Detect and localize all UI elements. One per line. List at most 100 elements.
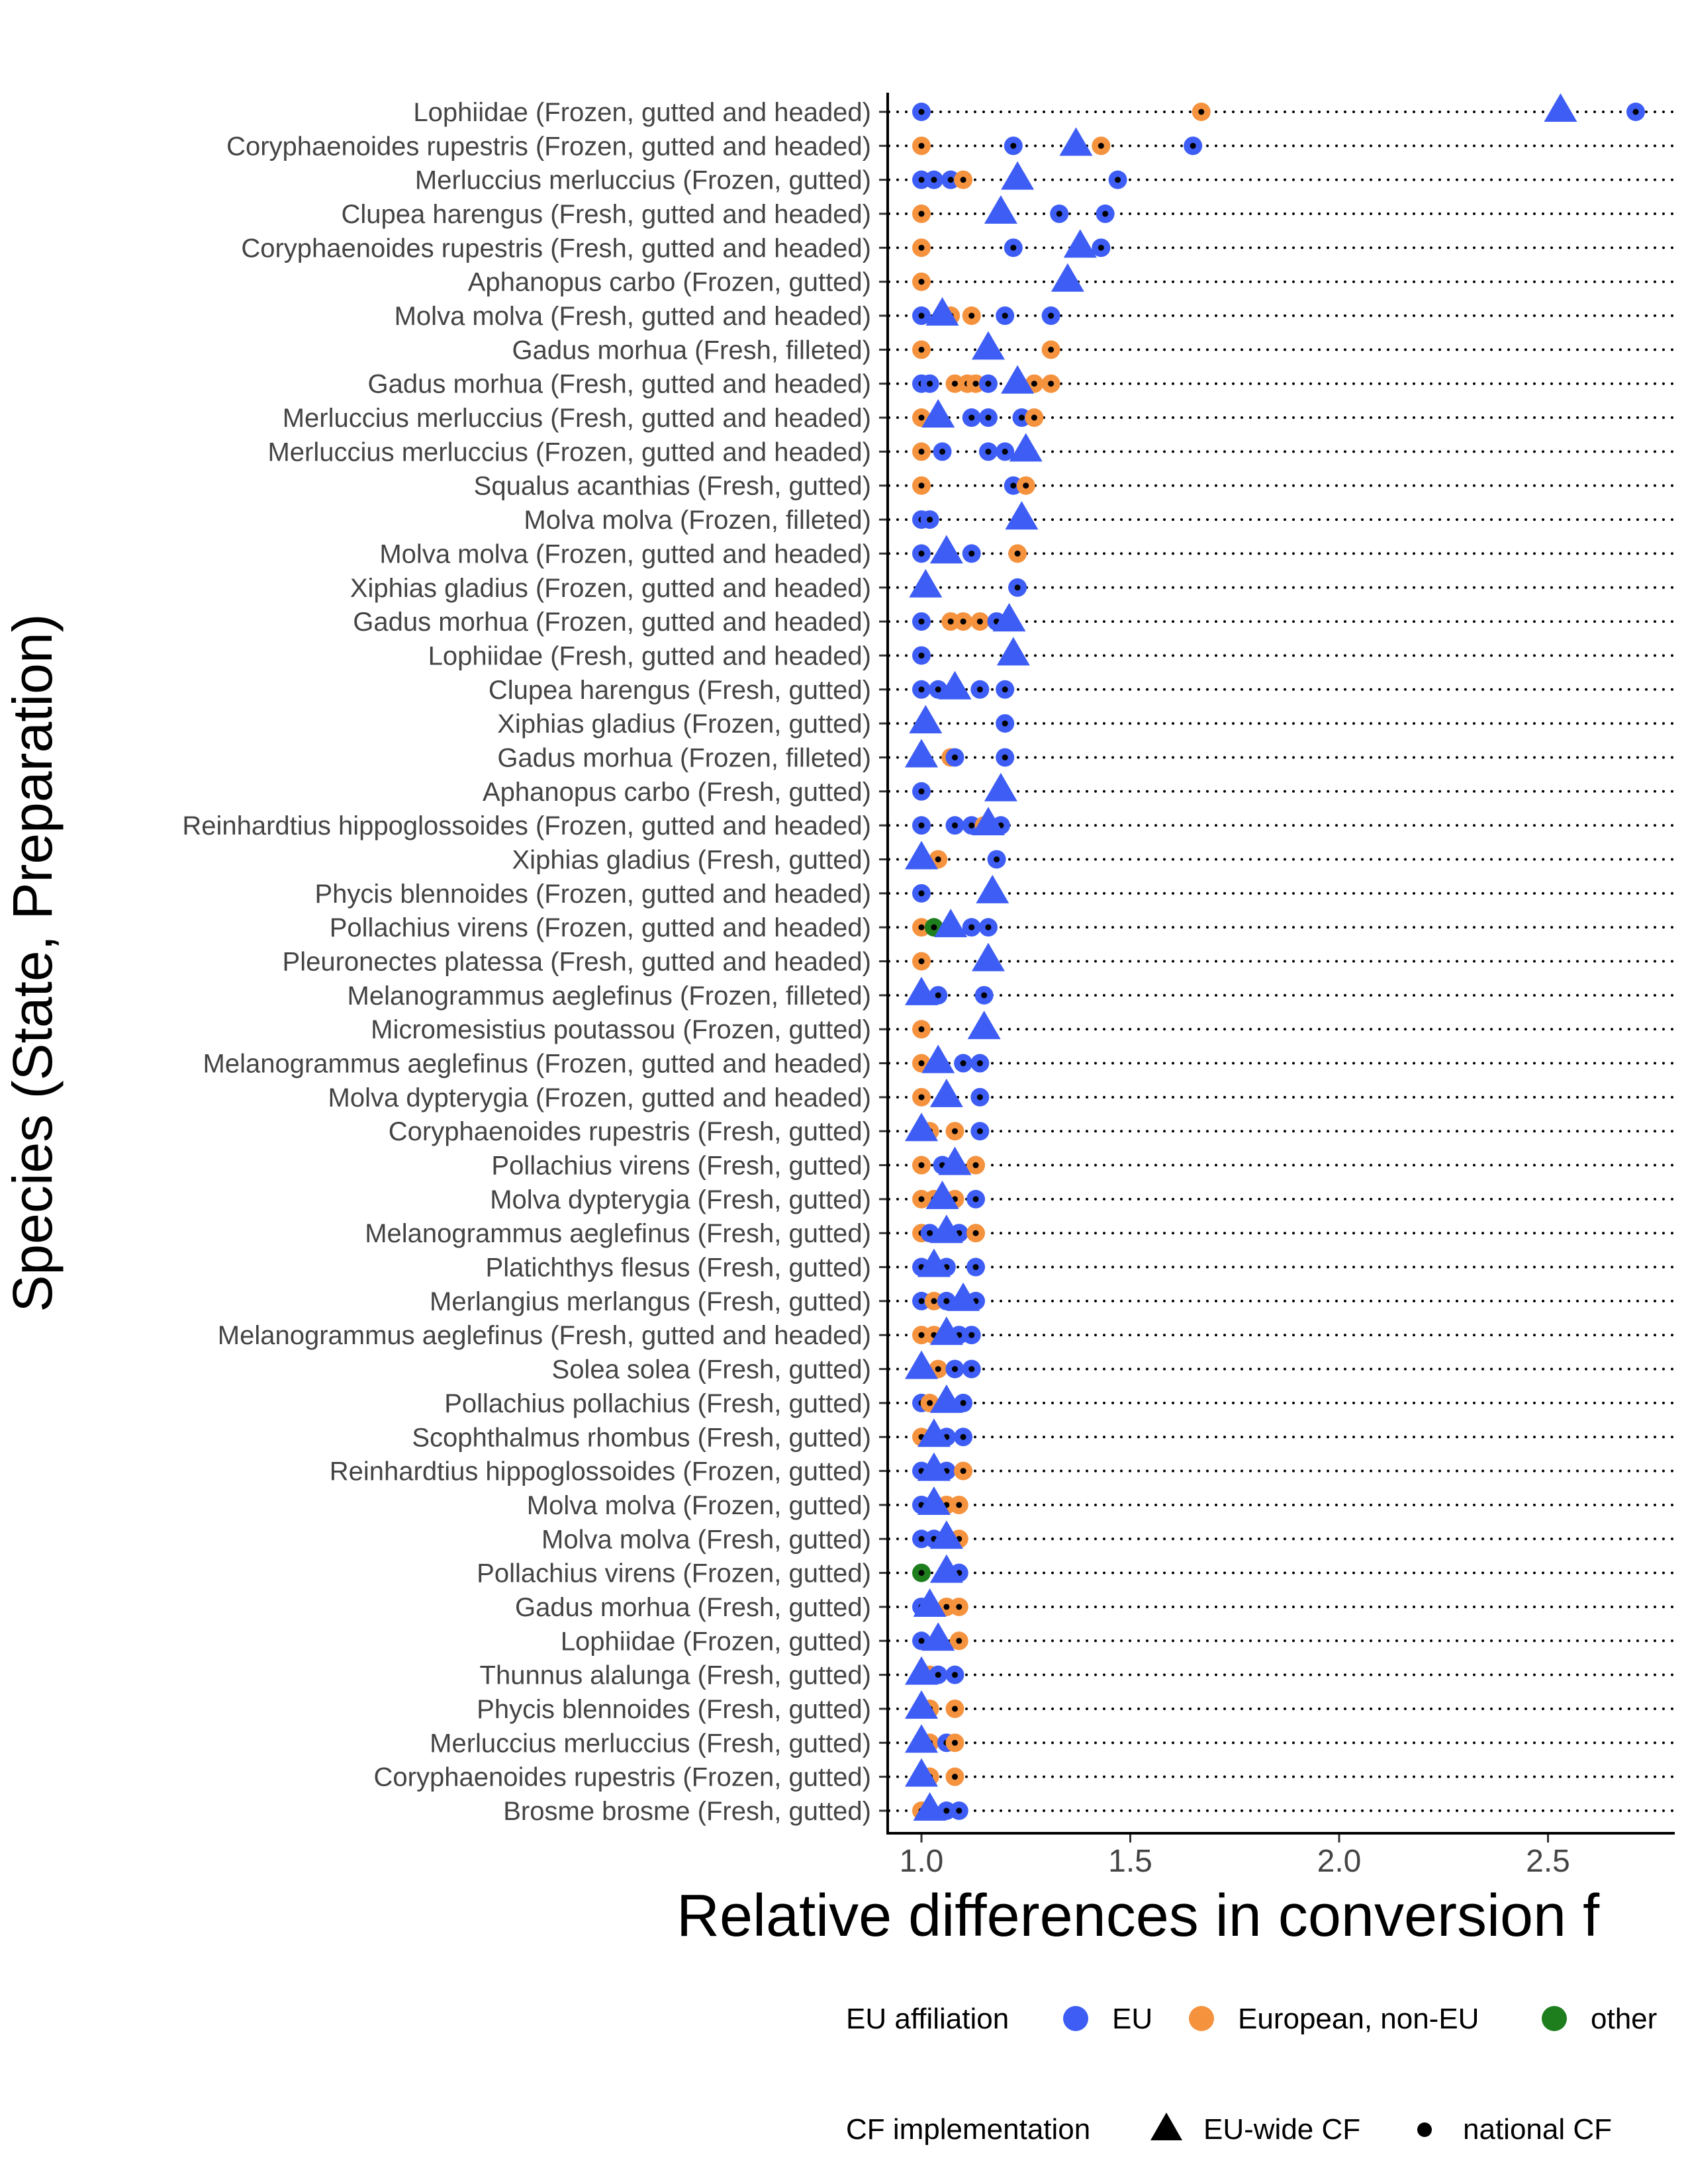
national-cf-marker	[976, 1128, 983, 1134]
national-cf-marker	[972, 381, 979, 387]
eu-wide-cf-marker	[913, 1588, 947, 1617]
national-cf-marker	[1002, 754, 1008, 760]
national-cf-marker	[918, 652, 925, 659]
category-label: Clupea harengus (Fresh, gutted)	[489, 676, 871, 705]
national-cf-marker	[972, 1230, 979, 1236]
legend-non-eu-swatch	[1189, 2006, 1214, 2031]
category-label: Squalus acanthias (Fresh, gutted)	[474, 472, 871, 501]
category-label: Coryphaenoides rupestris (Fresh, gutted …	[241, 234, 871, 263]
national-cf-marker	[935, 1672, 941, 1678]
data-marks	[905, 93, 1646, 1821]
category-label: Molva molva (Frozen, gutted)	[527, 1491, 871, 1520]
national-cf-marker	[968, 1332, 975, 1338]
category-label: Solea solea (Fresh, gutted)	[552, 1355, 871, 1385]
national-cf-marker	[1048, 346, 1055, 353]
category-label: Melanogrammus aeglefinus (Fresh, gutted …	[218, 1321, 871, 1350]
national-cf-marker	[1010, 142, 1017, 149]
category-label: Platichthys flesus (Fresh, gutted)	[486, 1253, 871, 1283]
national-cf-marker	[918, 244, 925, 251]
national-cf-marker	[956, 1604, 962, 1610]
national-cf-marker	[960, 1400, 966, 1406]
national-cf-marker	[931, 1298, 937, 1304]
national-cf-marker	[918, 346, 925, 353]
x-axis: 1.0 1.5 2.0 2.5	[900, 1833, 1570, 1879]
legend-eu-wide-label: EU-wide CF	[1203, 2113, 1360, 2146]
eu-wide-cf-marker	[921, 1044, 955, 1073]
category-label: Melanogrammus aeglefinus (Frozen, gutted…	[203, 1050, 872, 1079]
national-cf-marker	[943, 1807, 950, 1814]
category-label: Gadus morhua (Fresh, gutted)	[515, 1593, 871, 1622]
national-cf-marker	[1031, 414, 1037, 421]
y-axis-labels: Lophiidae (Frozen, gutted and headed) Cor…	[182, 98, 871, 1826]
legend-national-swatch	[1417, 2122, 1432, 2137]
eu-wide-cf-marker	[917, 1418, 951, 1447]
eu-wide-cf-marker	[976, 874, 1009, 903]
national-cf-marker	[918, 109, 925, 115]
national-cf-marker	[918, 1637, 925, 1644]
legend-shape-title: CF implementation	[846, 2113, 1090, 2146]
eu-wide-cf-marker	[1009, 433, 1043, 462]
category-label: Molva dypterygia (Frozen, gutted and hea…	[328, 1083, 872, 1113]
national-cf-marker	[1018, 414, 1025, 421]
category-label: Gadus morhua (Frozen, filleted)	[497, 743, 871, 772]
national-cf-marker	[918, 958, 925, 964]
eu-wide-cf-marker	[929, 1214, 963, 1244]
national-cf-marker	[918, 1162, 925, 1169]
national-cf-marker	[956, 1502, 962, 1508]
national-cf-marker	[935, 1366, 941, 1373]
national-cf-marker	[956, 1807, 962, 1814]
eu-wide-cf-marker	[971, 331, 1005, 360]
eu-wide-cf-marker	[984, 772, 1017, 801]
legend-color-title: EU affiliation	[846, 2003, 1009, 2035]
national-cf-marker	[947, 177, 954, 183]
national-cf-marker	[918, 1060, 925, 1067]
national-cf-marker	[931, 177, 937, 183]
category-label: Lophiidae (Fresh, gutted and headed)	[428, 641, 871, 670]
category-label: Pollachius virens (Frozen, gutted and he…	[330, 913, 871, 942]
national-cf-marker	[1198, 109, 1205, 115]
legend-eu-wide-swatch	[1150, 2113, 1182, 2140]
eu-wide-cf-marker	[947, 1282, 980, 1311]
national-cf-marker	[1056, 210, 1062, 217]
national-cf-marker	[1098, 142, 1104, 149]
legend-eu-swatch	[1063, 2006, 1088, 2031]
national-cf-marker	[976, 1094, 983, 1101]
national-cf-marker	[918, 1332, 925, 1338]
national-cf-marker	[935, 992, 941, 999]
national-cf-marker	[918, 312, 925, 319]
eu-wide-cf-marker	[934, 909, 968, 938]
guide-lines	[879, 111, 1676, 1812]
category-label: Coryphaenoides rupestris (Frozen, gutted…	[226, 132, 871, 161]
national-cf-marker	[943, 1298, 950, 1304]
national-cf-marker	[935, 686, 941, 693]
x-tick-label: 2.0	[1317, 1844, 1362, 1879]
eu-wide-cf-marker	[913, 1792, 947, 1821]
category-label: Aphanopus carbo (Fresh, gutted)	[483, 778, 871, 807]
eu-wide-cf-marker	[996, 637, 1030, 666]
category-label: Lophiidae (Frozen, gutted)	[561, 1627, 871, 1656]
eu-wide-cf-marker	[905, 739, 938, 768]
national-cf-marker	[951, 1739, 958, 1746]
eu-wide-cf-marker	[967, 1011, 1001, 1040]
category-label: Clupea harengus (Fresh, gutted and heade…	[341, 200, 871, 229]
eu-wide-cf-marker	[921, 1622, 955, 1651]
category-label: Pollachius virens (Frozen, gutted)	[477, 1559, 871, 1588]
national-cf-marker	[1048, 312, 1055, 319]
x-tick-label: 1.5	[1108, 1844, 1152, 1879]
national-cf-marker	[918, 142, 925, 149]
category-label: Merluccius merluccius (Frozen, gutted an…	[267, 437, 871, 467]
national-cf-marker	[1190, 142, 1196, 149]
category-label: Pollachius virens (Fresh, gutted)	[491, 1152, 871, 1181]
national-cf-marker	[972, 1196, 979, 1203]
national-cf-marker	[951, 822, 958, 829]
national-cf-marker	[918, 414, 925, 421]
national-cf-marker	[960, 1060, 966, 1067]
x-tick-label: 1.0	[900, 1844, 944, 1879]
national-cf-marker	[951, 754, 958, 760]
national-cf-marker	[951, 1774, 958, 1780]
national-cf-marker	[927, 1400, 933, 1406]
category-label: Coryphaenoides rupestris (Frozen, gutted…	[374, 1763, 871, 1792]
national-cf-marker	[918, 618, 925, 625]
eu-wide-cf-marker	[905, 1690, 938, 1719]
national-cf-marker	[968, 550, 975, 557]
